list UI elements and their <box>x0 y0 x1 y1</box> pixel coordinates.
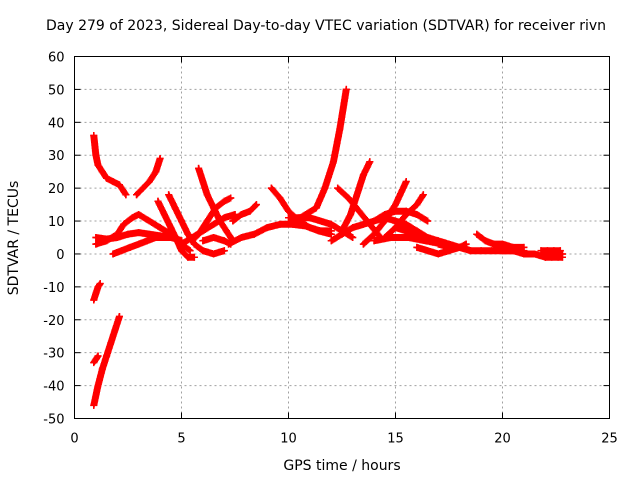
x-axis-ticks: 0 5 10 15 20 25 <box>70 56 618 447</box>
x-tick-label: 25 <box>601 432 618 447</box>
y-axis-ticks: -50 -40 -30 -20 -10 0 10 20 30 40 50 60 <box>43 51 610 428</box>
series-arc2 <box>90 312 123 409</box>
series-arc10 <box>154 197 198 261</box>
series-arc33 <box>541 253 566 261</box>
series-arc1 <box>90 131 130 199</box>
series-arc17 <box>267 184 335 235</box>
x-tick-label: 10 <box>280 432 297 447</box>
y-tick-label: -20 <box>43 314 64 329</box>
series-arc32 <box>537 247 564 255</box>
y-tick-label: -10 <box>43 281 64 296</box>
series-arc15 <box>225 220 335 248</box>
y-tick-label: -50 <box>43 413 64 428</box>
x-tick-label: 5 <box>177 432 185 447</box>
series-trace <box>154 197 198 261</box>
y-tick-label: 30 <box>48 149 65 164</box>
series-trace <box>178 211 239 248</box>
series-trace <box>133 155 164 199</box>
y-tick-label: 60 <box>48 51 65 66</box>
series-arc3 <box>90 280 104 304</box>
series-arc24 <box>370 207 432 225</box>
x-tick-label: 20 <box>494 432 511 447</box>
series-arc13 <box>178 210 239 248</box>
series-arc23 <box>359 178 410 248</box>
series-arc8 <box>133 155 164 199</box>
series-trace <box>229 201 260 225</box>
series-trace <box>541 253 566 261</box>
x-tick-label: 15 <box>387 432 404 447</box>
y-axis-label: SDTVAR / TECUs <box>6 181 22 296</box>
data-points <box>90 85 566 409</box>
y-tick-label: -30 <box>43 347 64 362</box>
series-trace <box>537 247 564 255</box>
y-tick-label: 0 <box>56 248 64 263</box>
chart-title: Day 279 of 2023, Sidereal Day-to-day VTE… <box>46 18 606 34</box>
series-trace <box>90 352 102 367</box>
y-tick-label: 50 <box>48 83 65 98</box>
series-trace <box>90 132 130 199</box>
y-tick-label: 10 <box>48 215 65 230</box>
x-tick-label: 0 <box>70 432 78 447</box>
x-axis-label: GPS time / hours <box>283 458 400 474</box>
y-tick-label: 20 <box>48 182 65 197</box>
y-tick-label: -40 <box>43 380 64 395</box>
series-arc4 <box>90 352 102 367</box>
series-trace <box>225 220 335 248</box>
series-trace <box>90 313 123 409</box>
plot-frame <box>74 56 610 419</box>
y-tick-label: 40 <box>48 116 65 131</box>
series-arc16 <box>229 201 260 225</box>
series-trace <box>90 280 104 304</box>
